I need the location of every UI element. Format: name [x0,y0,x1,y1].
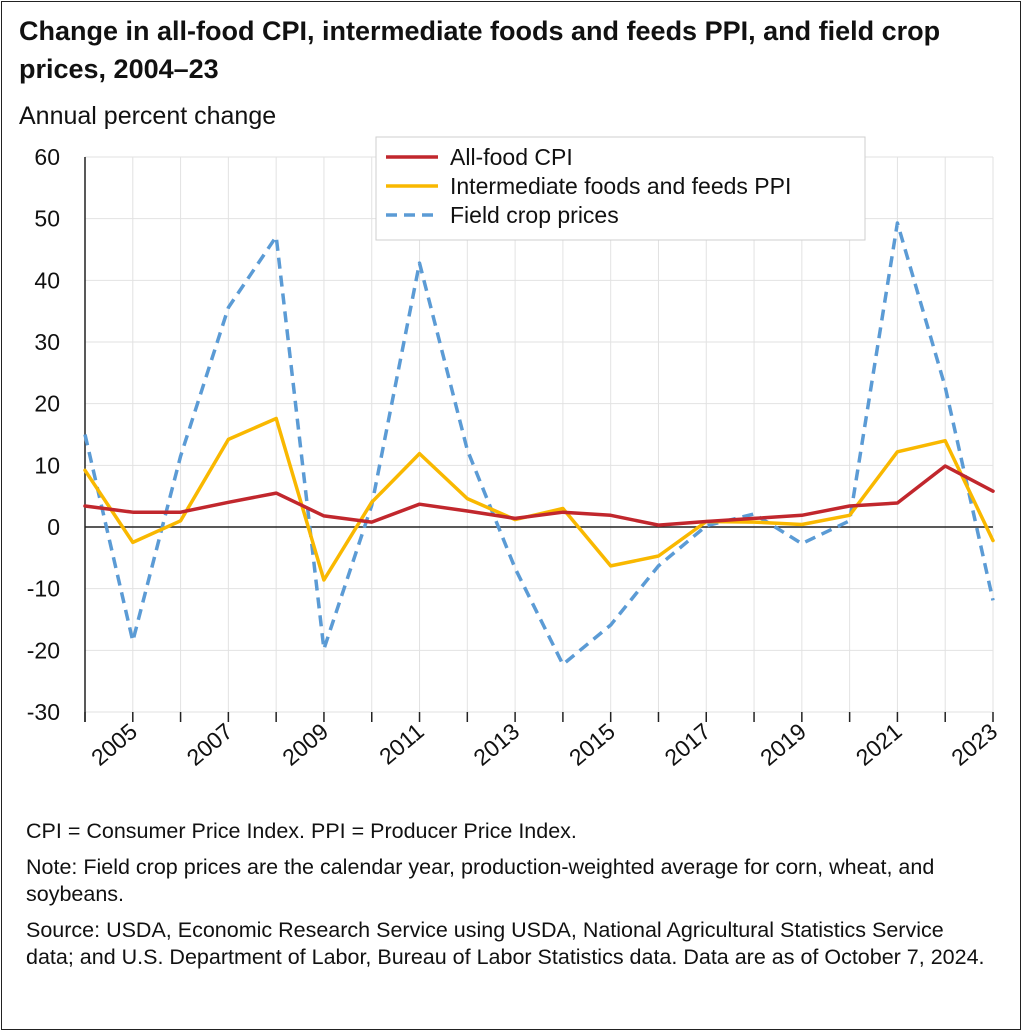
methodology-note: Note: Field crop prices are the calendar… [26,855,935,906]
y-tick-label: 0 [47,514,60,540]
x-tick-label: 2007 [182,718,238,771]
legend-label: Intermediate foods and feeds PPI [450,173,791,199]
series-line-intermediate-foods-and-feeds-ppi [83,416,995,582]
abbreviations-note: CPI = Consumer Price Index. PPI = Produc… [26,819,577,843]
x-tick-label: 2005 [86,718,142,771]
series-lines [83,221,995,667]
x-tick-label: 2017 [660,718,716,771]
x-tick-label: 2009 [277,718,333,771]
series-line-all-food-cpi [83,464,995,527]
legend-label: Field crop prices [450,202,619,228]
chart-title: Change in all-food CPI, intermediate foo… [19,16,941,84]
legend: All-food CPI Intermediate foods and feeds… [375,136,866,241]
legend-label: All-food CPI [450,144,573,170]
x-tick-label: 2019 [755,718,811,771]
y-tick-label: -20 [27,637,60,663]
y-tick-label: -10 [27,576,60,602]
x-tick-label: 2011 [374,718,429,770]
chart-notes: CPI = Consumer Price Index. PPI = Produc… [26,818,986,980]
x-tick-label: 2015 [564,718,620,771]
y-tick-label: 40 [34,267,60,293]
x-tick-label: 2023 [946,718,1002,771]
y-tick-label: 60 [34,144,60,170]
legend-box [375,136,866,241]
series-line-field-crop-prices [83,221,995,667]
x-tick-label: 2013 [468,718,524,771]
y-axis-label: Annual percent change [19,102,277,130]
source-note: Source: USDA, Economic Research Service … [26,918,985,969]
y-tick-label: 20 [34,391,60,417]
y-tick-label: 30 [34,329,60,355]
line-chart: 60 50 40 30 20 10 0 -10 -20 -30 2005 2007 2009 2011 20… [27,136,1002,771]
y-tick-label: 10 [34,452,60,478]
y-tick-label: -30 [27,699,60,725]
y-tick-label: 50 [34,206,60,232]
x-tick-label: 2021 [851,718,907,771]
